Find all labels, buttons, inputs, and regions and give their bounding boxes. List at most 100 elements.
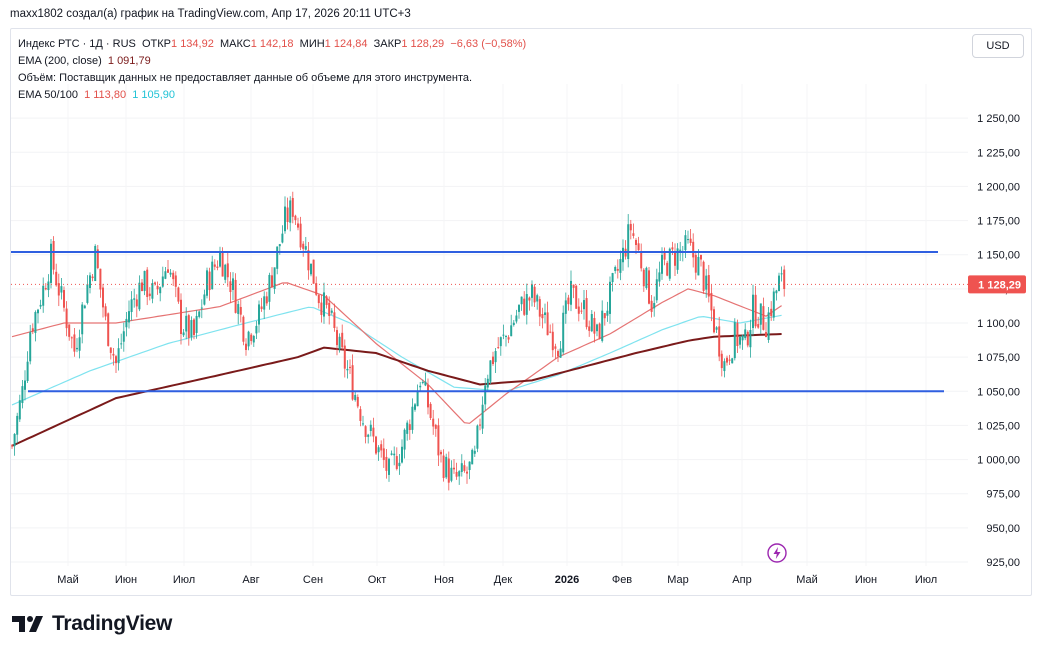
candle-body	[29, 332, 32, 362]
candle-body	[190, 320, 193, 338]
chart-caption: maxx1802 создал(а) график на TradingView…	[10, 8, 411, 20]
candle-body	[564, 300, 567, 314]
candle-body	[154, 282, 156, 284]
candle-body	[408, 424, 411, 431]
candle-body	[705, 275, 708, 290]
x-tick-label: Фев	[612, 574, 632, 586]
candle-body	[507, 337, 510, 340]
candle-body	[182, 332, 185, 336]
candle-body	[278, 244, 281, 247]
candle-body	[583, 300, 585, 310]
currency-button[interactable]: USD	[972, 34, 1024, 58]
candle-body	[94, 245, 97, 282]
candle-body	[663, 252, 666, 260]
brand-name: TradingView	[52, 612, 173, 635]
candle-body	[710, 292, 713, 311]
candle-body	[325, 296, 328, 305]
y-tick-label: 1 025,00	[977, 420, 1020, 432]
candle-body	[700, 255, 702, 260]
candle-body	[297, 223, 299, 228]
candle-body	[749, 330, 752, 348]
candle-body	[221, 252, 224, 277]
candle-body	[702, 261, 705, 291]
high-value: 1 142,18	[250, 38, 294, 50]
candle-body	[60, 286, 63, 293]
candle-body	[684, 235, 687, 251]
tradingview-logo[interactable]: TradingView	[12, 612, 172, 636]
candle-body	[445, 456, 448, 478]
candle-body	[549, 331, 552, 333]
candle-body	[83, 305, 86, 309]
candle-body	[406, 422, 409, 434]
candle-body	[247, 331, 250, 347]
candle-body	[447, 458, 450, 483]
candle-body	[232, 278, 234, 290]
candle-body	[596, 324, 598, 332]
candle-body	[187, 315, 190, 338]
high-label: МАКС	[219, 38, 251, 50]
candle-body	[122, 331, 125, 342]
candle-body	[739, 336, 741, 345]
candle-body	[658, 272, 661, 282]
candle-body	[744, 329, 747, 339]
x-tick-label: Дек	[494, 574, 513, 586]
candle-body	[718, 326, 721, 357]
candle-body	[148, 293, 151, 297]
candle-body	[741, 335, 744, 341]
candle-body	[720, 353, 723, 369]
y-tick-label: 1 075,00	[977, 352, 1020, 364]
candle-body	[245, 343, 247, 350]
x-tick-label: Июл	[915, 574, 937, 586]
candle-body	[338, 336, 341, 350]
candle-body	[655, 279, 658, 301]
candle-body	[195, 315, 198, 333]
candle-body	[65, 308, 68, 329]
candle-body	[533, 286, 536, 303]
chart-legend: Индекс РТС · 1Д · RUS ОТКР1 134,92 МАКС1…	[18, 36, 526, 104]
candle-body	[697, 256, 700, 276]
x-tick-label: Ноя	[434, 574, 454, 586]
change-value: −6,63 (−0,58%)	[450, 38, 527, 50]
candle-body	[320, 302, 323, 315]
candle-body	[484, 385, 487, 405]
candle-body	[497, 347, 500, 349]
candle-body	[151, 283, 154, 299]
candle-body	[538, 299, 541, 317]
candle-body	[661, 254, 663, 274]
candle-body	[427, 384, 429, 408]
lightning-icon[interactable]	[767, 543, 787, 563]
ema200-label[interactable]: EMA (200, close)	[18, 55, 102, 67]
ema50100-label[interactable]: EMA 50/100	[18, 89, 78, 101]
candle-body	[263, 296, 266, 310]
candle-body	[746, 331, 749, 346]
tv-mark-icon	[12, 616, 43, 632]
candle-body	[367, 434, 370, 437]
candle-body	[172, 272, 175, 280]
candle-body	[767, 312, 770, 340]
volume-note: Объём: Поставщик данных не предоставляет…	[18, 72, 473, 84]
candle-body	[694, 254, 697, 273]
candle-body	[50, 243, 52, 283]
candle-body	[466, 471, 468, 474]
candle-body	[531, 284, 533, 298]
candle-body	[622, 247, 624, 263]
candle-body	[372, 427, 375, 437]
candle-body	[580, 310, 583, 312]
candle-body	[603, 313, 606, 319]
candle-body	[650, 300, 653, 312]
candle-body	[226, 263, 229, 278]
candle-body	[536, 295, 539, 302]
x-tick-label: Июн	[855, 574, 877, 586]
candle-body	[78, 337, 81, 351]
candle-body	[458, 471, 461, 477]
y-tick-label: 1 100,00	[977, 318, 1020, 330]
symbol-label[interactable]: Индекс РТС · 1Д · RUS	[18, 38, 136, 50]
candle-body	[307, 250, 310, 271]
candle-body	[453, 467, 455, 470]
candle-body	[328, 302, 331, 317]
candle-body	[393, 453, 396, 456]
candle-body	[554, 346, 557, 349]
candle-body	[707, 275, 710, 297]
candle-body	[42, 285, 45, 306]
